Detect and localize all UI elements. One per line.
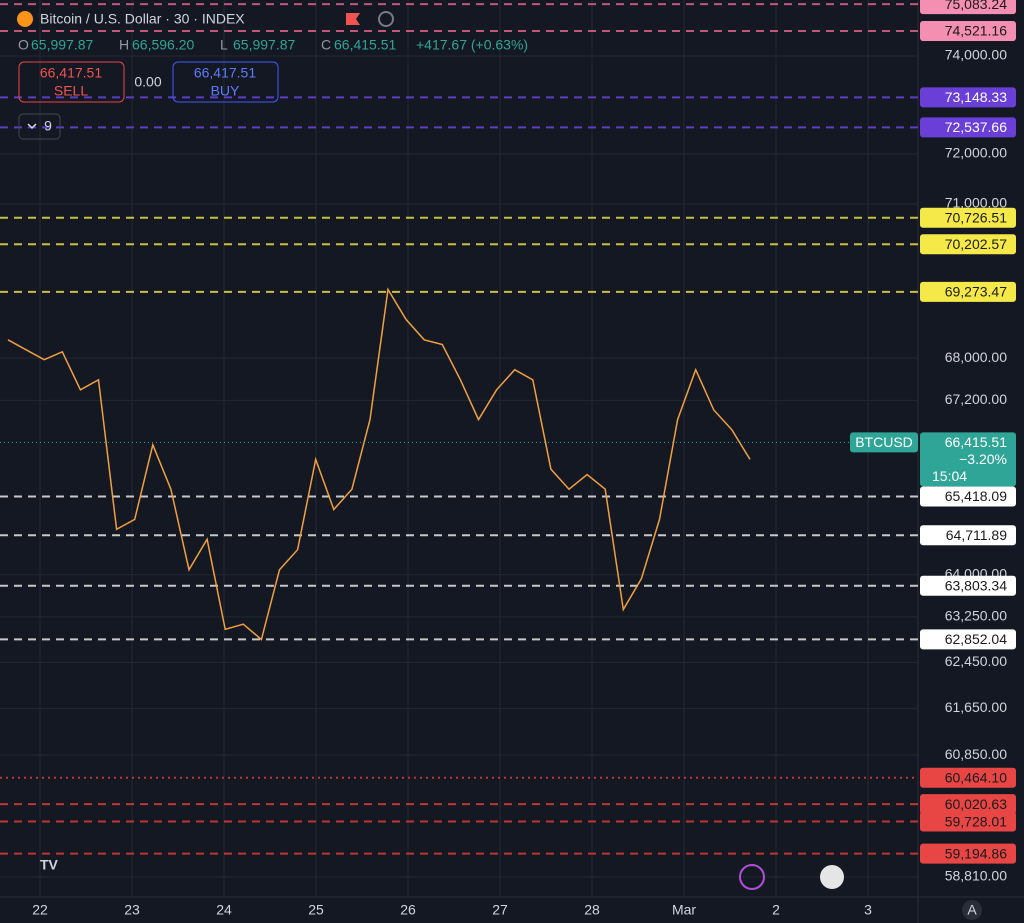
ohlc-key: C [321, 37, 331, 53]
level-label: 73,148.33 [945, 89, 1007, 105]
sell-price: 66,417.51 [40, 65, 102, 81]
x-tick-label: Mar [672, 902, 696, 918]
ohlc-key: H [119, 37, 129, 53]
indicators-toggle[interactable] [18, 113, 61, 140]
auto-scale-button[interactable] [962, 900, 982, 920]
buy-button[interactable] [172, 61, 279, 103]
price-line [7, 287, 751, 641]
ohlc-value: 65,997.87 [31, 37, 93, 53]
level-badge [920, 767, 1016, 788]
symbol-tag [850, 432, 918, 453]
sell-label: SELL [54, 83, 88, 99]
y-tick-label: 67,200.00 [945, 391, 1007, 407]
level-badge [920, 281, 1016, 302]
buy-label: BUY [211, 83, 240, 99]
y-tick-label: 71,000.00 [945, 195, 1007, 211]
level-badge [920, 794, 1016, 815]
symbol-tag-label: BTCUSD [855, 434, 913, 450]
y-tick-label: 58,810.00 [945, 868, 1007, 884]
level-badge [920, 234, 1016, 255]
x-tick-label: 25 [308, 902, 324, 918]
overlay: Bitcoin / U.S. Dollar · 30 · INDEX O 65,9… [17, 11, 982, 920]
plot: BTCUSD 66,415.51−3.20%15:04 [0, 287, 1016, 641]
x-tick-label: 28 [584, 902, 600, 918]
last-price-badge [920, 432, 1016, 487]
level-badge [920, 629, 1016, 650]
level-badge [920, 811, 1016, 832]
level-label: 72,537.66 [945, 119, 1007, 135]
chevron [27, 123, 37, 130]
last-price-change: −3.20% [959, 451, 1007, 467]
level-label: 65,418.09 [945, 488, 1007, 504]
level-label: 75,083.24 [945, 0, 1007, 12]
flag-icon[interactable] [346, 13, 360, 25]
auto-scale-label: A [967, 902, 977, 918]
spread: 0.00 [134, 74, 161, 90]
y-tick-label: 63,250.00 [945, 608, 1007, 624]
x-tick-label: 23 [124, 902, 140, 918]
levels: 75,083.24 74,521.16 73,148.33 72,537.66 70,7… [0, 0, 1016, 864]
ohlc-key: O [18, 37, 29, 53]
y-tick-label: 62,450.00 [945, 653, 1007, 669]
symbol[interactable]: Bitcoin / U.S. Dollar · 30 · INDEX [40, 11, 245, 27]
y-tick-label: 60,850.00 [945, 746, 1007, 762]
level-label: 70,726.51 [945, 209, 1007, 225]
level-label: 60,020.63 [945, 796, 1007, 812]
y-tick-label: 72,000.00 [945, 145, 1007, 161]
level-badge [920, 843, 1016, 864]
level-badge [920, 575, 1016, 596]
level-badge [920, 207, 1016, 228]
countdown: 15:04 [932, 468, 967, 484]
x-tick-label: 24 [216, 902, 232, 918]
change: +417.67 (+0.63%) [416, 37, 528, 53]
level-label: 74,521.16 [945, 23, 1007, 39]
x-tick-label: 3 [864, 902, 872, 918]
tv-logo[interactable]: TV [40, 857, 59, 873]
level-badge [920, 0, 1016, 15]
level-label: 64,711.89 [946, 527, 1007, 543]
x-tick-label: 22 [32, 902, 48, 918]
y-tick-label: 61,650.00 [945, 699, 1007, 715]
buy-price: 66,417.51 [194, 65, 256, 81]
indicators-count: 9 [44, 118, 52, 134]
level-label: 59,194.86 [945, 845, 1007, 861]
grid: 22 23 24 25 26 27 28 Mar 2 374,000.0072,000.0071,… [0, 0, 1007, 918]
level-badge [920, 117, 1016, 138]
level-label: 60,464.10 [945, 769, 1007, 785]
last-price-label: 66,415.51 [945, 434, 1007, 450]
bitcoin-icon [17, 11, 33, 27]
level-badge [920, 525, 1016, 546]
event-icon[interactable] [739, 864, 765, 890]
x-tick-label: 27 [492, 902, 508, 918]
ohlc-key: L [220, 37, 228, 53]
level-label: 63,803.34 [945, 577, 1007, 593]
level-label: 62,852.04 [945, 631, 1007, 647]
x-tick-label: 2 [772, 902, 780, 918]
y-tick-label: 74,000.00 [945, 47, 1007, 63]
ohlc: O 65,997.87 H 66,596.20 L 65,997.87 C 66,415.51… [18, 37, 528, 53]
level-badge [920, 20, 1016, 41]
level-label: 59,728.01 [945, 813, 1007, 829]
flag-us-icon[interactable] [820, 865, 844, 889]
x-tick-label: 26 [400, 902, 416, 918]
ohlc-value: 66,596.20 [132, 37, 194, 53]
y-tick-label: 68,000.00 [945, 349, 1007, 365]
ohlc-value: 66,415.51 [334, 37, 396, 53]
status-icon[interactable] [378, 11, 394, 27]
level-badge [920, 486, 1016, 507]
level-label: 70,202.57 [945, 236, 1007, 252]
ohlc-value: 65,997.87 [233, 37, 295, 53]
level-label: 69,273.47 [945, 284, 1007, 300]
sell-button[interactable] [18, 61, 125, 103]
level-badge [920, 87, 1016, 108]
